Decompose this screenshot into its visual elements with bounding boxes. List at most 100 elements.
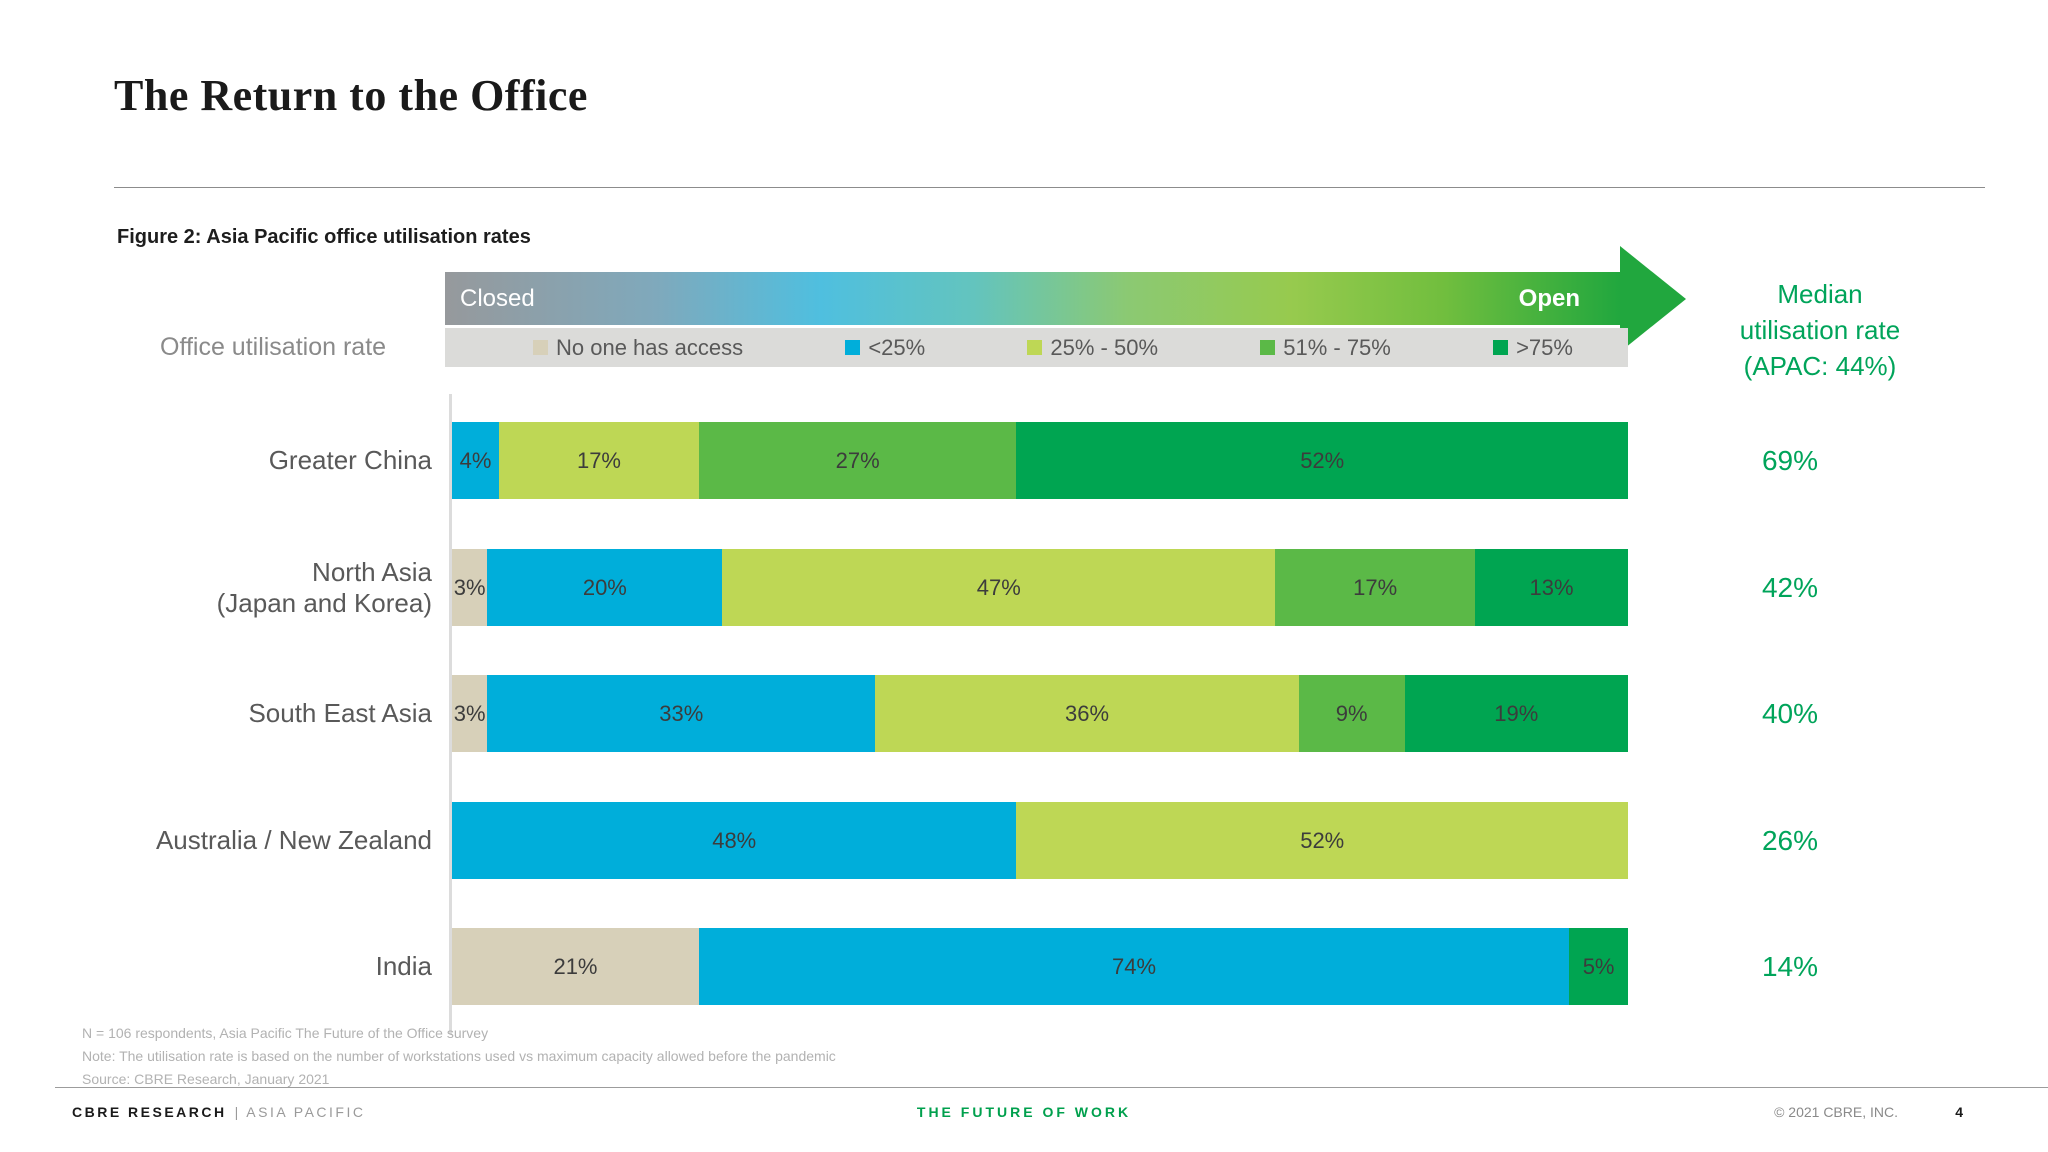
median-header-line: Median	[1777, 279, 1863, 309]
bar-segment-value: 20%	[582, 574, 627, 600]
bar-segment: 20%	[487, 549, 723, 626]
stacked-bar: 21% 74% 5%	[452, 928, 1628, 1005]
bar-segment-value: 21%	[553, 953, 598, 979]
legend-item-label: 51% - 75%	[1283, 334, 1391, 360]
footnote-line: Note: The utilisation rate is based on t…	[82, 1048, 836, 1064]
bar-segment: 27%	[698, 422, 1017, 499]
median-header: Median utilisation rate (APAC: 44%)	[1700, 276, 1940, 384]
scale-closed-label: Closed	[460, 284, 535, 312]
legend: No one has access <25% 25% - 50% 51% - 75% >…	[445, 328, 1628, 367]
bar-segment: 33%	[487, 675, 876, 752]
bar-segment-value: 52%	[1300, 827, 1345, 853]
footnote-line: Source: CBRE Research, January 2021	[82, 1071, 330, 1087]
row-median-value: 40%	[1761, 697, 1819, 729]
chart-row: North Asia (Japan and Korea) 3% 20% 47% 17% 13…	[0, 549, 2048, 626]
footer-brand: CBRE RESEARCH	[72, 1104, 227, 1120]
bar-segment: 4%	[452, 422, 500, 499]
footer-copyright: © 2021 CBRE, INC.	[1774, 1104, 1898, 1120]
legend-item-label: <25%	[868, 334, 926, 360]
row-label-line: India	[375, 951, 432, 981]
legend-swatch-icon	[1027, 340, 1043, 355]
footnote-line: N = 106 respondents, Asia Pacific The Fu…	[82, 1025, 489, 1041]
bar-segment: 17%	[499, 422, 699, 499]
stacked-bar: 3% 33% 36% 9% 19%	[452, 675, 1628, 752]
bar-segment: 21%	[452, 928, 699, 1005]
row-label-line: Greater China	[268, 445, 432, 475]
bar-segment-value: 5%	[1582, 953, 1615, 979]
legend-swatch-icon	[845, 340, 861, 355]
bar-segment: 19%	[1404, 675, 1628, 752]
arrow-head-icon	[1620, 246, 1686, 352]
legend-items: No one has access <25% 25% - 50% 51% - 75% >…	[445, 328, 1628, 367]
bar-segment-value: 17%	[576, 447, 621, 473]
bar-segment-value: 47%	[976, 574, 1021, 600]
bar-segment: 17%	[1275, 549, 1476, 626]
figure-caption: Figure 2: Asia Pacific office utilisatio…	[117, 226, 531, 248]
bar-segment: 36%	[875, 675, 1299, 752]
legend-item: No one has access	[533, 335, 743, 361]
bar-segment-value: 27%	[835, 447, 880, 473]
row-label-line: (Japan and Korea)	[216, 587, 432, 618]
row-median-value: 14%	[1761, 950, 1819, 982]
footer-divider	[55, 1087, 2048, 1088]
bar-segment-value: 36%	[1065, 700, 1110, 726]
stacked-bar: 3% 20% 47% 17% 13%	[452, 549, 1628, 626]
bar-segment: 3%	[452, 549, 488, 626]
bar-segment: 3%	[452, 675, 488, 752]
bar-segment-value: 4%	[459, 447, 492, 473]
row-label: South East Asia	[85, 675, 432, 752]
title-divider	[114, 187, 1985, 188]
row-label-line: Australia / New Zealand	[155, 825, 432, 855]
stacked-bar: 48% 52%	[452, 802, 1628, 879]
chart-row: India 21% 74% 5% 14%	[0, 928, 2048, 1005]
bar-segment-value: 33%	[659, 700, 704, 726]
chart-row: Greater China 4% 17% 27% 52% 69%	[0, 422, 2048, 499]
legend-item-label: >75%	[1516, 334, 1573, 360]
chart-row: South East Asia 3% 33% 36% 9% 19% 40%	[0, 675, 2048, 752]
footnotes: N = 106 respondents, Asia Pacific The Fu…	[82, 1022, 836, 1091]
bar-segment: 47%	[722, 549, 1276, 626]
bar-segment: 52%	[1016, 422, 1628, 499]
median-header-line: utilisation rate	[1739, 315, 1901, 345]
page-title: The Return to the Office	[114, 71, 588, 120]
legend-swatch-icon	[1493, 340, 1509, 355]
legend-item: <25%	[845, 335, 925, 361]
row-label: Greater China	[85, 422, 432, 499]
scale-open-label: Open	[1518, 284, 1580, 312]
footer-page-number: 4	[1955, 1104, 1963, 1120]
bar-segment-value: 19%	[1494, 700, 1539, 726]
bar-segment-value: 52%	[1300, 447, 1345, 473]
row-median-value: 42%	[1761, 571, 1819, 603]
footer-left: CBRE RESEARCH | ASIA PACIFIC	[72, 1104, 365, 1120]
row-label-line: North Asia	[312, 556, 432, 587]
row-label: North Asia (Japan and Korea)	[85, 549, 432, 626]
y-axis-line	[449, 394, 452, 1034]
bar-segment-value: 3%	[453, 700, 486, 726]
legend-item: 51% - 75%	[1260, 335, 1391, 361]
legend-item: >75%	[1493, 335, 1573, 361]
row-median-value: 26%	[1761, 824, 1819, 856]
legend-item-label: 25% - 50%	[1050, 334, 1159, 360]
median-header-line: (APAC: 44%)	[1743, 351, 1897, 381]
legend-item-label: No one has access	[556, 334, 744, 360]
footer-separator: |	[234, 1104, 239, 1120]
bar-segment: 74%	[698, 928, 1570, 1005]
footer-region: ASIA PACIFIC	[246, 1104, 366, 1120]
legend-item: 25% - 50%	[1027, 335, 1158, 361]
chart-rows: Greater China 4% 17% 27% 52% 69% North Asia (Ja…	[0, 422, 2048, 1032]
legend-swatch-icon	[533, 340, 548, 355]
row-median-value: 69%	[1761, 444, 1819, 476]
bar-segment: 5%	[1569, 928, 1628, 1005]
bar-segment-value: 13%	[1529, 574, 1574, 600]
axis-label: Office utilisation rate	[160, 333, 387, 361]
bar-segment-value: 17%	[1353, 574, 1398, 600]
bar-segment: 9%	[1298, 675, 1405, 752]
bar-segment: 13%	[1475, 549, 1628, 626]
bar-segment-value: 3%	[453, 574, 486, 600]
bar-segment: 48%	[452, 802, 1017, 879]
footer-center-title: THE FUTURE OF WORK	[916, 1104, 1132, 1120]
chart-row: Australia / New Zealand 48% 52% 26%	[0, 802, 2048, 879]
bar-segment-value: 48%	[712, 827, 757, 853]
stacked-bar: 4% 17% 27% 52%	[452, 422, 1628, 499]
